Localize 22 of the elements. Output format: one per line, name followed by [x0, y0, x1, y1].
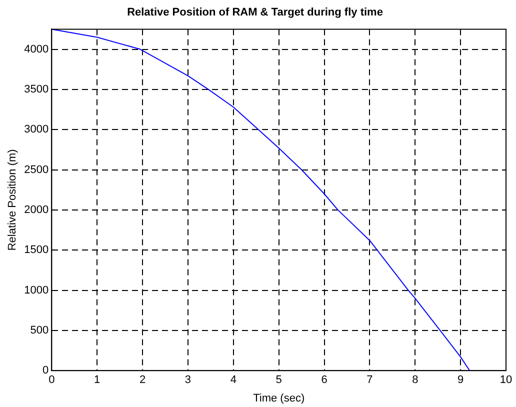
x-axis-title: Time (sec) — [253, 392, 305, 404]
y-tick-label: 2000 — [24, 204, 49, 216]
x-tick-label: 2 — [139, 374, 146, 386]
x-tick-label: 1 — [94, 374, 100, 386]
y-tick-label: 2500 — [24, 164, 49, 176]
y-axis-title: Relative Position (m) — [6, 149, 19, 251]
y-tick-label: 3000 — [24, 124, 49, 136]
y-tick-label: 0 — [42, 364, 49, 377]
x-tick-label: 6 — [321, 374, 328, 386]
y-tick-label: 3500 — [24, 83, 49, 96]
x-tick-label: 8 — [412, 374, 418, 386]
x-tick-label: 3 — [184, 374, 192, 386]
y-tick-label: 1500 — [24, 244, 49, 256]
x-tick-label: 5 — [276, 374, 282, 386]
y-tick-label: 500 — [30, 324, 49, 336]
x-tick-label: 4 — [230, 374, 236, 386]
y-tick-label: 1000 — [24, 284, 49, 296]
y-tick-label: 4000 — [24, 43, 49, 56]
x-tick-label: 10 — [500, 374, 512, 386]
x-tick-label: 9 — [458, 374, 464, 386]
chart-title: Relative Position of RAM & Target during fly time — [127, 6, 383, 19]
x-tick-label: 7 — [366, 374, 373, 386]
